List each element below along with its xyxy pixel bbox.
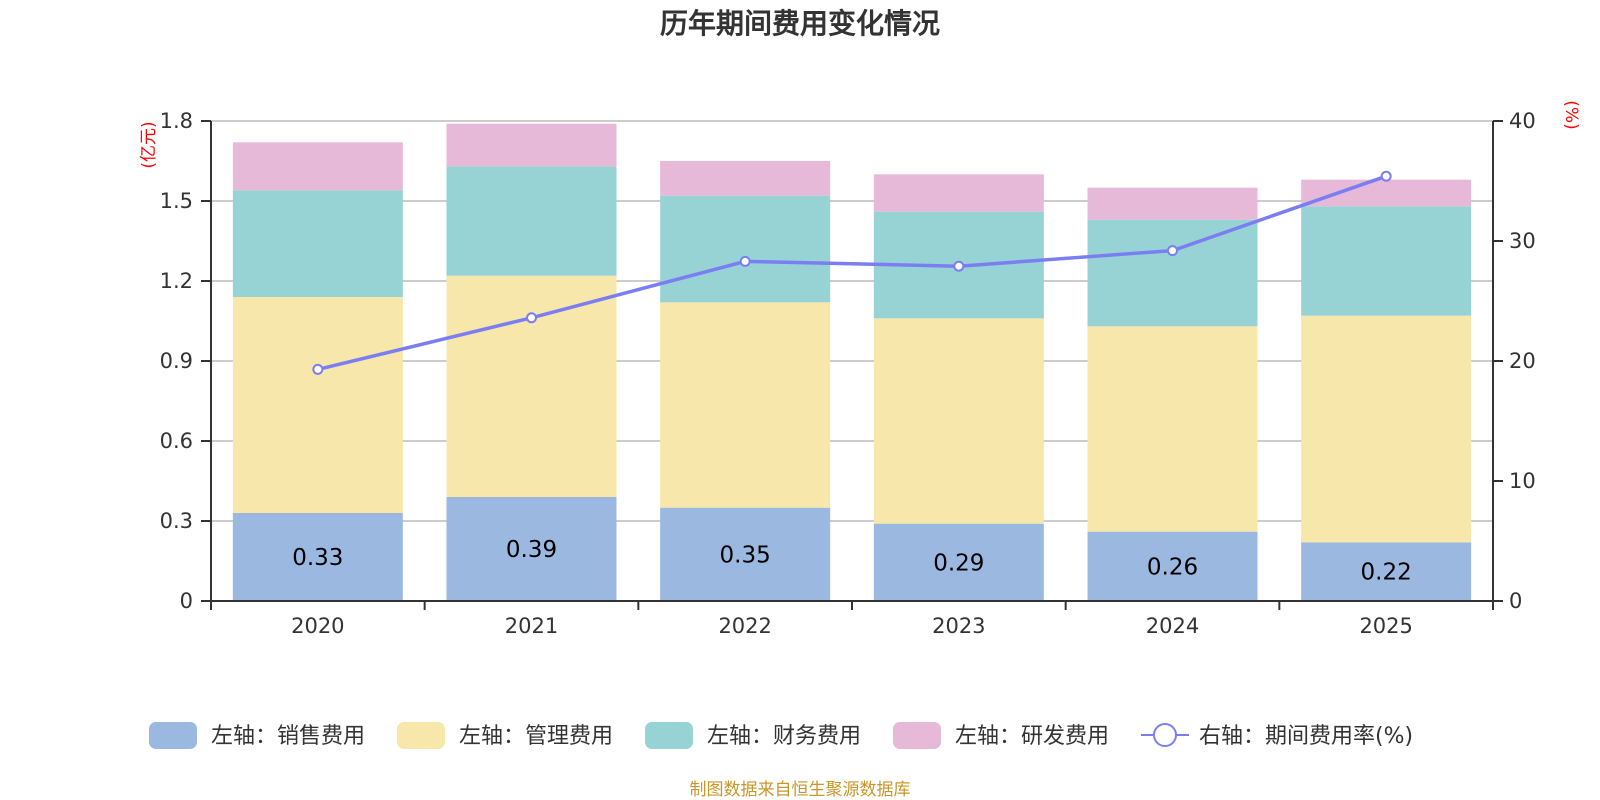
bar-data-label: 0.35 — [720, 542, 771, 568]
x-tick-label: 2022 — [718, 614, 771, 638]
right-tick-label: 0 — [1509, 589, 1522, 613]
bar-segment — [873, 174, 1044, 212]
bar-segment — [660, 195, 831, 303]
axes: 0 0.3 0.6 0.9 1.2 1.5 1.8 0 10 20 30 40 2020 2021 2022… — [160, 109, 1536, 638]
rate-point — [953, 260, 965, 272]
x-tick-label: 2020 — [291, 614, 344, 638]
bar-segment — [660, 302, 831, 508]
bar-segment — [1301, 206, 1472, 316]
x-tick-label: 2021 — [505, 614, 558, 638]
rate-point — [312, 363, 324, 375]
legend-label: 右轴：期间费用率(%) — [1199, 724, 1413, 749]
bar-segment — [1087, 531, 1258, 601]
right-tick-label: 20 — [1509, 349, 1536, 373]
bar-segment — [1301, 315, 1472, 543]
rate-point — [739, 255, 751, 267]
bar-segment — [232, 190, 403, 297]
bar-segment — [232, 142, 403, 191]
bar-segment — [1301, 542, 1472, 601]
left-tick-label: 0.6 — [160, 429, 193, 453]
legend-swatch — [645, 722, 693, 749]
bar-segment — [232, 513, 403, 601]
left-axis-name: (亿元) — [139, 121, 159, 168]
gridlines — [211, 120, 1493, 522]
bar-segment — [1301, 179, 1472, 207]
right-tick-label: 10 — [1509, 469, 1536, 493]
chart-title: 历年期间费用变化情况 — [660, 7, 940, 40]
left-tick-label: 0 — [180, 589, 193, 613]
rate-point — [1167, 245, 1178, 257]
rate-line-path — [317, 174, 1387, 372]
bar-segment — [446, 275, 617, 497]
bar-segment — [873, 318, 1044, 524]
left-tick-label: 1.2 — [160, 269, 193, 293]
bar-segment — [446, 497, 617, 601]
rate-line — [312, 170, 1392, 375]
rate-point — [1380, 170, 1392, 182]
bar-segment — [660, 507, 831, 601]
legend: 左轴：销售费用 左轴：管理费用 左轴：财务费用 左轴：研发费用 右轴：期间费用率(%) — [149, 722, 1413, 749]
bar-segment — [1087, 326, 1258, 532]
bar-data-label: 0.33 — [292, 545, 343, 571]
right-tick-label: 30 — [1509, 229, 1536, 253]
x-tick-label: 2024 — [1146, 614, 1199, 638]
x-tick-label: 2025 — [1359, 614, 1412, 638]
left-tick-label: 1.8 — [160, 109, 193, 133]
legend-label: 左轴：研发费用 — [955, 724, 1109, 749]
left-tick-label: 1.5 — [160, 189, 193, 213]
source-note: 制图数据来自恒生聚源数据库 — [690, 780, 911, 800]
bar-segment — [446, 123, 617, 167]
legend-swatch — [397, 722, 445, 749]
legend-label: 左轴：销售费用 — [211, 724, 365, 749]
legend-label: 左轴：财务费用 — [707, 724, 861, 749]
legend-swatch — [893, 722, 941, 749]
rate-point — [526, 312, 537, 324]
data-labels: 0.33 0.39 0.35 0.29 0.26 0.22 — [292, 537, 1412, 586]
bar-segment — [1087, 219, 1258, 327]
bar-data-label: 0.29 — [933, 550, 984, 576]
bar-segment — [232, 297, 403, 513]
left-tick-label: 0.9 — [160, 349, 193, 373]
x-tick-label: 2023 — [932, 614, 985, 638]
bar-data-label: 0.22 — [1361, 560, 1412, 586]
bar-segment — [446, 166, 617, 276]
legend-label: 左轴：管理费用 — [459, 724, 613, 749]
bar-segment — [873, 523, 1044, 601]
bar-data-label: 0.26 — [1147, 554, 1198, 580]
legend-circle-icon — [1153, 723, 1177, 747]
bar-segment — [1087, 187, 1258, 220]
bars — [232, 123, 1472, 601]
left-tick-label: 0.3 — [160, 509, 193, 533]
legend-swatch — [149, 722, 197, 749]
bar-segment — [660, 161, 831, 196]
right-axis-name: (%) — [1561, 100, 1581, 129]
bar-data-label: 0.39 — [506, 537, 557, 563]
right-tick-label: 40 — [1509, 109, 1536, 133]
